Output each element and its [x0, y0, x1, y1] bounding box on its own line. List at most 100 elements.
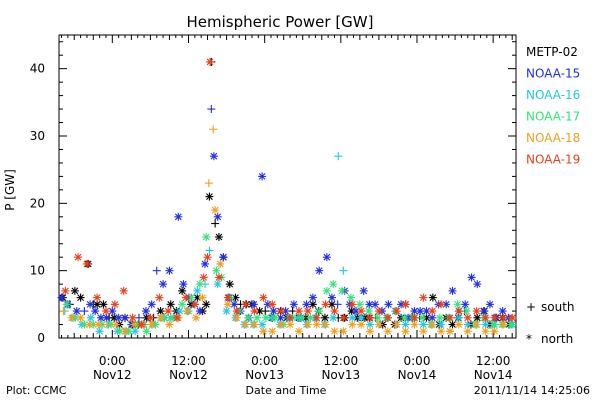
point-noaa-17-north — [115, 327, 124, 336]
point-noaa-15-north — [102, 313, 111, 322]
point-noaa-18-north — [259, 327, 268, 336]
point-noaa-19-north — [490, 313, 499, 322]
point-noaa-15-north — [308, 293, 317, 302]
point-noaa-16-north — [463, 320, 472, 329]
x-tick-label-date: Nov12 — [93, 368, 132, 382]
point-noaa-17-north — [80, 320, 89, 329]
point-metp-02-north — [202, 300, 211, 309]
point-noaa-16-south — [339, 266, 348, 275]
plot-frame — [58, 34, 517, 339]
x-tick-label-time: 12:00 — [324, 354, 359, 368]
point-noaa-19-north — [214, 273, 223, 282]
south-marker-label: south — [541, 300, 575, 314]
point-noaa-18-north — [383, 327, 392, 336]
legend-noaa-18: NOAA-18 — [526, 131, 580, 145]
point-noaa-19-north — [181, 293, 190, 302]
point-noaa-15-north — [461, 300, 470, 309]
point-noaa-16-north — [348, 313, 357, 322]
x-tick-label-time: 12:00 — [171, 354, 206, 368]
x-tick-label-time: 0:00 — [99, 354, 126, 368]
marker-legend: + south * north — [526, 300, 575, 346]
point-noaa-19-north — [74, 253, 83, 262]
point-noaa-18-north — [392, 320, 401, 329]
point-noaa-15-north — [428, 313, 437, 322]
y-tick-label: 0 — [37, 331, 45, 345]
point-noaa-15-south — [80, 307, 89, 316]
point-noaa-18-north — [76, 313, 85, 322]
point-noaa-19-north — [366, 313, 375, 322]
point-noaa-17-north — [489, 320, 498, 329]
point-noaa-15-north — [289, 300, 298, 309]
point-noaa-16-north — [357, 313, 366, 322]
point-noaa-17-north — [315, 307, 324, 316]
point-noaa-17-north — [329, 280, 338, 289]
point-noaa-18-north — [156, 313, 165, 322]
point-noaa-15-north — [141, 307, 150, 316]
point-noaa-17-north — [253, 313, 262, 322]
point-noaa-19-north — [454, 307, 463, 316]
x-axis: 0:00Nov1212:00Nov120:00Nov1312:00Nov130:… — [61, 35, 513, 382]
point-noaa-18-north — [286, 320, 295, 329]
point-noaa-18-north — [198, 293, 207, 302]
point-noaa-18-north — [241, 320, 250, 329]
point-noaa-18-north — [294, 327, 303, 336]
chart-title: Hemispheric Power [GW] — [187, 13, 374, 31]
point-noaa-16-north — [401, 320, 410, 329]
point-noaa-15-north — [159, 280, 168, 289]
point-noaa-15-north — [352, 307, 361, 316]
plot-timestamp: 2011/11/14 14:25:06 — [474, 384, 590, 397]
point-noaa-16-north — [222, 307, 231, 316]
point-noaa-15-north — [371, 300, 380, 309]
point-noaa-19-north — [472, 307, 481, 316]
legend-noaa-17: NOAA-17 — [526, 110, 580, 124]
point-noaa-15-north — [179, 280, 188, 289]
point-noaa-17-north — [261, 313, 270, 322]
point-noaa-19-north — [164, 307, 173, 316]
point-noaa-19-north — [401, 300, 410, 309]
point-noaa-15-north — [230, 300, 239, 309]
point-noaa-15-north — [174, 212, 183, 221]
point-noaa-17-north — [435, 313, 444, 322]
point-noaa-19-north — [190, 300, 199, 309]
point-noaa-15-north — [448, 286, 457, 295]
point-noaa-16-north — [258, 320, 267, 329]
point-noaa-19-north — [223, 293, 232, 302]
point-noaa-18-north — [112, 320, 121, 329]
point-noaa-17-north — [400, 313, 409, 322]
point-noaa-19-north — [330, 307, 339, 316]
point-noaa-16-north — [454, 313, 463, 322]
point-noaa-18-north — [454, 320, 463, 329]
point-noaa-18-north — [463, 327, 472, 336]
point-noaa-18-north — [330, 327, 339, 336]
point-noaa-19-north — [199, 273, 208, 282]
point-noaa-19-north — [128, 313, 137, 322]
point-noaa-17-north — [195, 280, 204, 289]
point-metp-02-north — [205, 192, 214, 201]
point-noaa-19-north — [321, 300, 330, 309]
legend-noaa-16: NOAA-16 — [526, 88, 580, 102]
point-noaa-17-north — [244, 313, 253, 322]
point-noaa-17-north — [62, 300, 71, 309]
point-noaa-16-north — [366, 320, 375, 329]
point-noaa-18-north — [490, 327, 499, 336]
point-noaa-19-north — [499, 313, 508, 322]
y-tick-label: 10 — [30, 264, 45, 278]
legend-metp-02: METP-02 — [526, 45, 578, 59]
point-noaa-15-north — [219, 253, 228, 262]
point-noaa-15-north — [213, 212, 222, 221]
y-tick-label: 30 — [30, 129, 45, 143]
point-noaa-18-north — [366, 327, 375, 336]
point-noaa-15-north — [209, 152, 218, 161]
point-noaa-19-north — [119, 286, 128, 295]
point-noaa-15-north — [195, 307, 204, 316]
point-noaa-17-north — [297, 313, 306, 322]
point-noaa-19-north — [445, 313, 454, 322]
point-noaa-15-south — [333, 300, 342, 309]
point-noaa-17-north — [202, 233, 211, 241]
point-metp-02-north — [473, 313, 482, 322]
point-noaa-19-north — [481, 313, 490, 322]
point-noaa-19-north — [61, 286, 70, 295]
point-noaa-18-south — [59, 307, 68, 316]
y-axis: 0 10 20 30 40 — [30, 41, 516, 345]
point-noaa-19-north — [137, 320, 146, 329]
